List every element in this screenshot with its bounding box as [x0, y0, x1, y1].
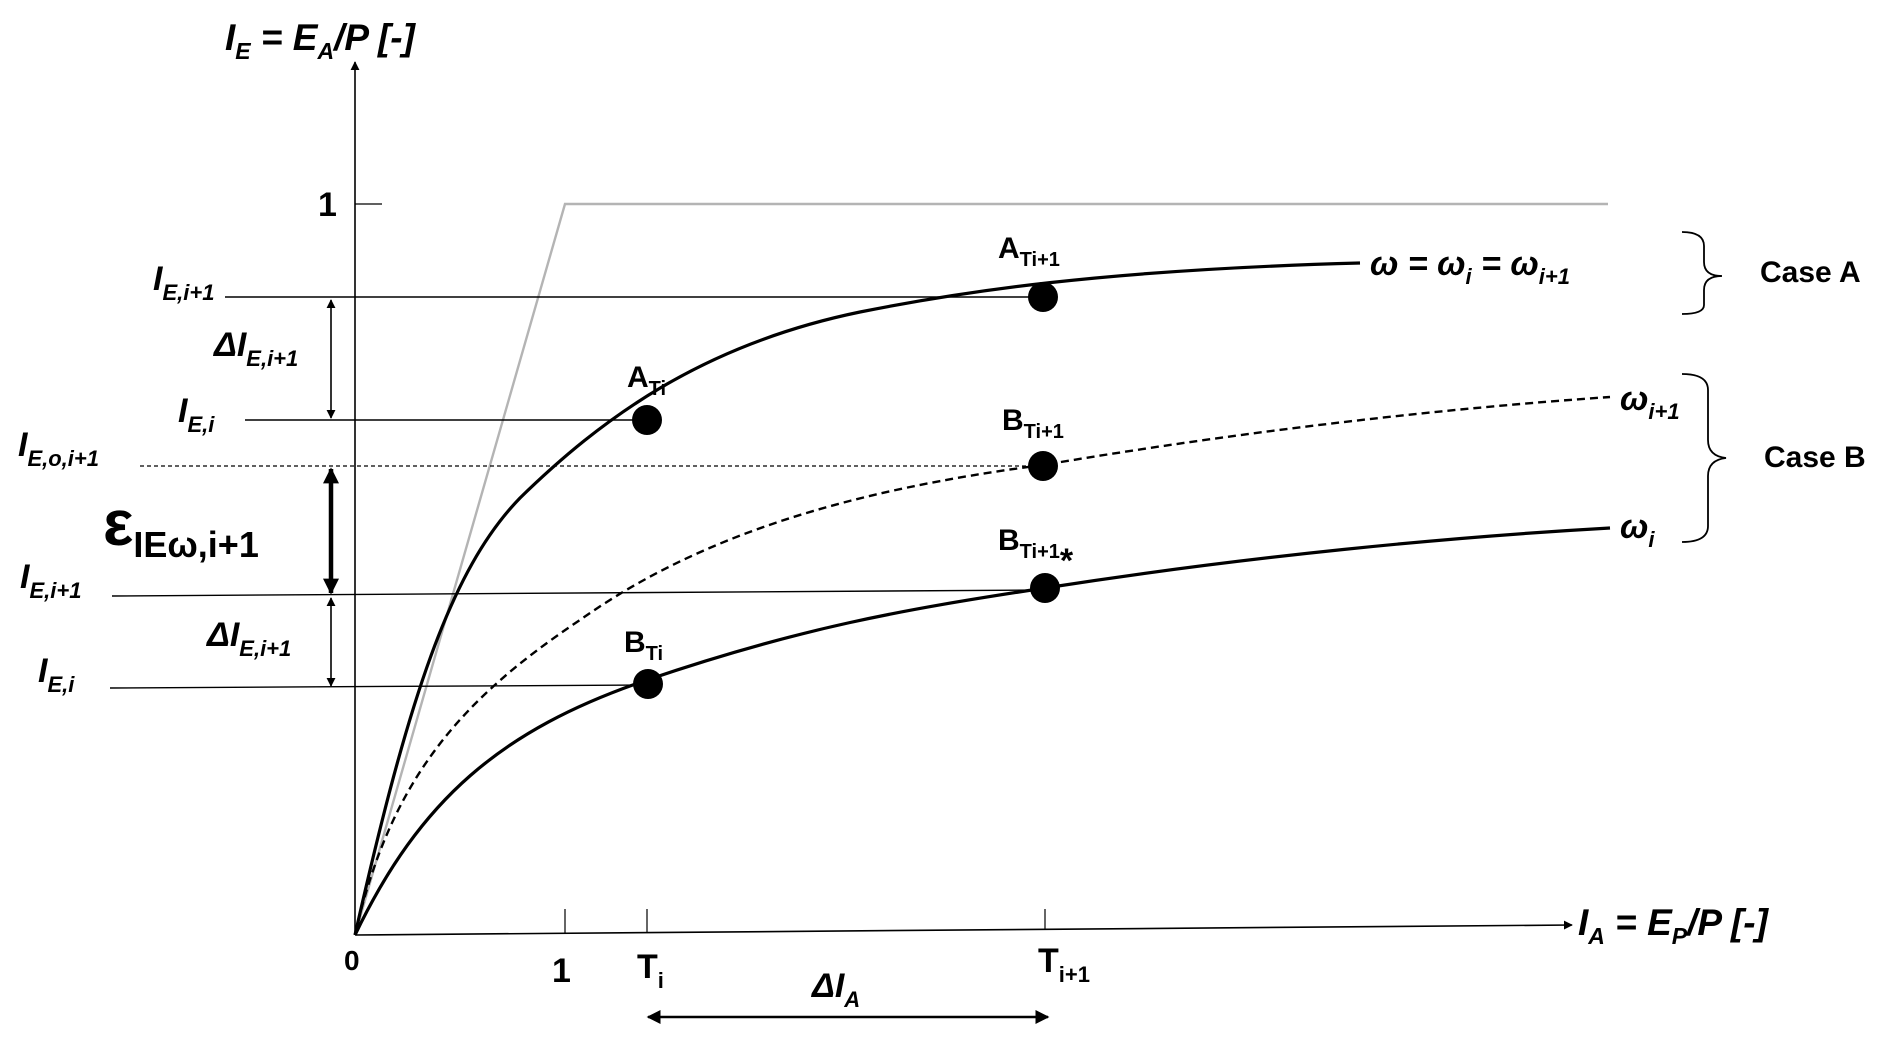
- x-axis: [354, 920, 1573, 936]
- point-b-ti1: [1028, 451, 1058, 481]
- delta-ia-label: ΔIA: [810, 967, 860, 1012]
- x-tick-ti1-label: Ti+1: [1038, 942, 1090, 987]
- x-tick-one-label: 1: [552, 952, 571, 990]
- brace-case-a: [1681, 231, 1723, 315]
- point-label-b-ti1-star: BTi+1*: [998, 524, 1074, 580]
- point-b-ti: [633, 669, 663, 699]
- line-b-ie-i: [109, 684, 648, 689]
- level-a-ie-i: IE,i: [178, 392, 215, 437]
- case-b-label: Case B: [1764, 441, 1866, 474]
- curve-omega-i: [353, 526, 1611, 936]
- level-b-ie-i1: IE,i+1: [20, 558, 81, 603]
- curve-label-omega-equal: ω = ωi = ωi+1: [1370, 245, 1570, 289]
- point-b-ti1-star: [1030, 573, 1060, 603]
- y-tick-one-label: 1: [318, 186, 337, 224]
- x-axis-label: IA = EP/P [-]: [1578, 902, 1770, 949]
- limit-line: [353, 202, 1608, 936]
- level-a-ie-i1: IE,i+1: [153, 260, 214, 305]
- line-b-ie-i1: [111, 589, 1046, 597]
- brace-case-b: [1681, 373, 1727, 543]
- origin-label: 0: [344, 945, 360, 976]
- case-a-label: Case A: [1760, 256, 1861, 289]
- curve-omega-equal: [353, 261, 1361, 936]
- point-label-a-ti: ATi: [627, 361, 666, 400]
- level-a-delta: ΔIE,i+1: [212, 326, 298, 371]
- level-b-ie-i: IE,i: [38, 652, 75, 697]
- curve-label-omega-i: ωi: [1620, 508, 1655, 552]
- x-tick-ti-label: Ti: [637, 948, 664, 993]
- y-axis-label: IE = EA/P [-]: [225, 17, 417, 64]
- point-label-b-ti1: BTi+1: [1002, 404, 1064, 443]
- curve-omega-i1: [353, 395, 1611, 936]
- level-epsilon: εIEω,i+1: [103, 487, 259, 565]
- level-ie-o: IE,o,i+1: [18, 426, 99, 471]
- point-a-ti1: [1028, 282, 1058, 312]
- curve-label-omega-i1: ωi+1: [1620, 380, 1680, 424]
- point-a-ti: [632, 405, 662, 435]
- point-label-b-ti: BTi: [624, 626, 663, 665]
- point-label-a-ti1: ATi+1: [998, 232, 1060, 271]
- level-b-delta: ΔIE,i+1: [205, 616, 291, 661]
